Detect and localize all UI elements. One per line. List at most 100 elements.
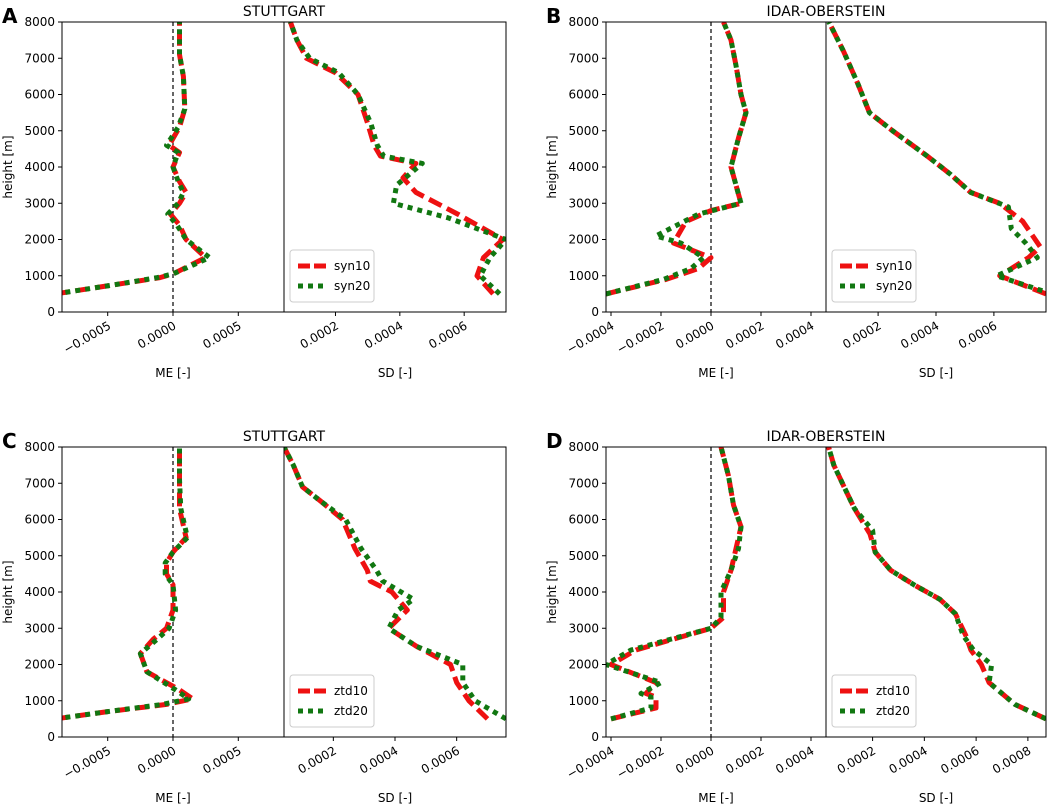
me-x-tick-label: −0.0005 <box>61 318 113 356</box>
me-x-tick-label: 0.0002 <box>723 743 766 776</box>
panel-title: STUTTGART <box>243 4 326 20</box>
sd-series-group <box>826 22 1046 297</box>
panel-b: B IDAR-OBERSTEIN height [m] ME [-] SD [-… <box>545 4 1047 380</box>
legend-label-series-2: ztd20 <box>334 704 368 718</box>
me-x-tick-label: −0.0005 <box>61 743 113 781</box>
y-tick-label: 6000 <box>568 513 599 527</box>
y-tick-label: 6000 <box>568 88 599 102</box>
y-tick-label: 6000 <box>24 88 55 102</box>
me-x-tick-label: 0.0000 <box>673 318 716 351</box>
legend-label-series-1: ztd10 <box>334 684 368 698</box>
sd-series-group <box>288 22 506 296</box>
legend-label-series-1: ztd10 <box>876 684 910 698</box>
y-tick-label: 2000 <box>568 658 599 672</box>
sd-x-tick-label: 0.0002 <box>835 743 878 776</box>
me-x-axis-label: ME [-] <box>698 791 733 805</box>
y-tick-label: 5000 <box>24 549 55 563</box>
me-line-ztd10 <box>62 447 196 721</box>
panel-a: A STUTTGART height [m] ME [-] SD [-] 0 10… <box>1 4 507 380</box>
panel-letter: C <box>2 429 17 453</box>
legend-box <box>831 674 917 728</box>
y-tick-label: 4000 <box>24 160 55 174</box>
legend-box <box>289 674 375 728</box>
me-x-tick-label: 0.0000 <box>135 318 178 351</box>
y-tick-label: 2000 <box>568 233 599 247</box>
sd-axes-frame <box>283 446 507 738</box>
sd-x-tick-label: 0.0006 <box>426 318 469 351</box>
y-tick-label: 4000 <box>568 585 599 599</box>
sd-x-axis-label: SD [-] <box>378 791 412 805</box>
y-tick-label: 2000 <box>24 233 55 247</box>
y-tick-label: 0 <box>47 730 55 744</box>
sd-x-tick-label: 0.0004 <box>898 318 941 351</box>
y-tick-label: 7000 <box>24 51 55 65</box>
sd-line-syn20 <box>288 22 506 296</box>
y-tick-label: 0 <box>591 305 599 319</box>
sd-x-axis-label: SD [-] <box>378 366 412 380</box>
legend-label-series-1: syn10 <box>876 259 912 273</box>
y-tick-label: 7000 <box>568 476 599 490</box>
sd-x-tick-label: 0.0004 <box>357 743 400 776</box>
y-axis-label: height [m] <box>545 135 559 198</box>
y-tick-label: 8000 <box>568 440 599 454</box>
y-tick-label: 6000 <box>24 513 55 527</box>
me-x-tick-label: −0.0004 <box>564 318 616 356</box>
legend-box <box>289 249 375 303</box>
sd-x-tick-label: 0.0004 <box>886 743 929 776</box>
sd-line-ztd10 <box>284 447 490 721</box>
panel-title: IDAR-OBERSTEIN <box>767 4 886 20</box>
y-tick-label: 5000 <box>568 124 599 138</box>
me-x-tick-label: 0.0000 <box>673 743 716 776</box>
legend-label-series-1: syn10 <box>334 259 370 273</box>
y-tick-label: 0 <box>47 305 55 319</box>
me-series-group <box>62 22 213 296</box>
y-tick-label: 3000 <box>568 621 599 635</box>
y-tick-label: 8000 <box>24 15 55 29</box>
me-series-group <box>62 447 196 721</box>
me-x-tick-label: 0.0000 <box>135 743 178 776</box>
panel-d: D IDAR-OBERSTEIN height [m] ME [-] SD [-… <box>545 429 1047 805</box>
me-line-syn20 <box>62 22 213 296</box>
y-axis-label: height [m] <box>1 560 15 623</box>
y-tick-label: 1000 <box>568 694 599 708</box>
legend-label-series-2: syn20 <box>876 279 912 293</box>
me-x-tick-label: 0.0005 <box>200 743 243 776</box>
sd-line-syn10 <box>826 22 1046 297</box>
me-line-ztd20 <box>606 447 744 722</box>
y-axis-label: height [m] <box>1 135 15 198</box>
sd-series-group <box>284 447 506 722</box>
y-tick-label: 5000 <box>568 549 599 563</box>
me-x-tick-label: 0.0004 <box>773 318 816 351</box>
y-tick-label: 8000 <box>24 440 55 454</box>
me-x-tick-label: 0.0002 <box>723 318 766 351</box>
y-tick-label: 8000 <box>568 15 599 29</box>
sd-x-tick-label: 0.0002 <box>840 318 883 351</box>
me-axes-frame <box>605 21 827 313</box>
y-tick-label: 1000 <box>24 269 55 283</box>
y-tick-label: 1000 <box>24 694 55 708</box>
me-series-group <box>606 22 749 297</box>
y-tick-label: 4000 <box>24 585 55 599</box>
sd-line-syn10 <box>288 22 506 296</box>
y-tick-label: 7000 <box>568 51 599 65</box>
me-x-tick-label: −0.0002 <box>614 743 666 781</box>
y-tick-label: 5000 <box>24 124 55 138</box>
sd-x-axis-label: SD [-] <box>919 366 953 380</box>
me-line-syn20 <box>606 22 749 297</box>
sd-axes-frame <box>283 21 507 313</box>
me-line-syn10 <box>606 22 749 297</box>
panel-letter: D <box>546 429 563 453</box>
panel-title: STUTTGART <box>243 429 326 445</box>
sd-x-tick-label: 0.0004 <box>362 318 405 351</box>
panel-c: C STUTTGART height [m] ME [-] SD [-] 0 10… <box>1 429 507 805</box>
panel-letter: A <box>2 4 18 28</box>
me-line-ztd10 <box>608 447 744 722</box>
sd-x-axis-label: SD [-] <box>919 791 953 805</box>
me-series-group <box>606 447 744 722</box>
me-x-axis-label: ME [-] <box>155 791 190 805</box>
me-x-tick-label: −0.0004 <box>564 743 616 781</box>
sd-series-group <box>826 447 1046 722</box>
me-line-ztd20 <box>62 447 192 721</box>
sd-x-tick-label: 0.0002 <box>298 318 341 351</box>
